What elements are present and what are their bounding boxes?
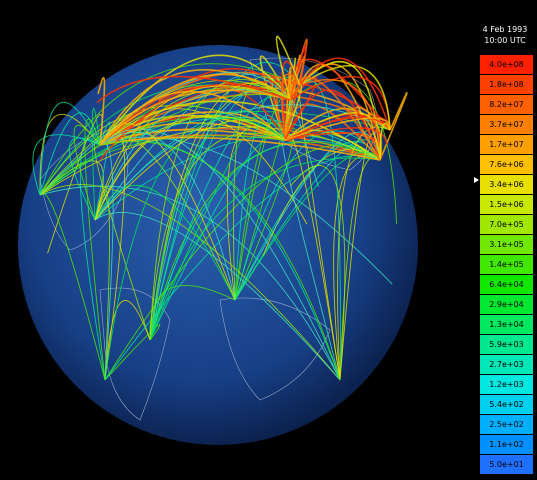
legend-item: 2.9e+04 bbox=[480, 295, 533, 314]
legend-item: 7.0e+05 bbox=[480, 215, 533, 234]
legend-item: 4.0e+08 bbox=[480, 55, 533, 74]
legend-item: 2.5e+02 bbox=[480, 415, 533, 434]
date-label: 4 Feb 1993 bbox=[482, 25, 528, 34]
legend-item: 5.9e+03 bbox=[480, 335, 533, 354]
arc bbox=[149, 118, 286, 341]
arc bbox=[94, 134, 381, 221]
legend-item: 1.5e+06 bbox=[480, 195, 533, 214]
arc bbox=[96, 75, 291, 104]
legend-item: 1.3e+04 bbox=[480, 315, 533, 334]
arc bbox=[284, 57, 297, 141]
arc bbox=[234, 151, 381, 301]
color-legend: 4.0e+08 1.8e+08 8.2e+07 3.7e+07 1.7e+07 7.6e+… bbox=[480, 55, 533, 475]
legend-item: 3.7e+07 bbox=[480, 115, 533, 134]
legend-item: 3.1e+05 bbox=[480, 235, 533, 254]
legend-item: 1.8e+08 bbox=[480, 75, 533, 94]
arc bbox=[39, 63, 301, 196]
arc bbox=[281, 73, 301, 141]
time-label: 10:00 UTC bbox=[484, 36, 526, 45]
arc bbox=[32, 134, 101, 196]
arc bbox=[234, 121, 286, 301]
legend-item: 1.7e+07 bbox=[480, 135, 533, 154]
arc bbox=[68, 137, 101, 221]
arc bbox=[289, 76, 381, 161]
arc bbox=[379, 122, 391, 161]
arc bbox=[284, 66, 292, 141]
arc bbox=[91, 108, 101, 221]
legend-item: 8.2e+07 bbox=[480, 95, 533, 114]
arc bbox=[99, 123, 236, 301]
legend-item: 1.4e+05 bbox=[480, 255, 533, 274]
arc bbox=[299, 65, 391, 131]
legend-item: 5.4e+02 bbox=[480, 395, 533, 414]
arc bbox=[149, 157, 381, 341]
arc bbox=[39, 126, 381, 196]
arc bbox=[337, 126, 391, 381]
arc bbox=[284, 89, 381, 161]
arc bbox=[84, 118, 106, 381]
traffic-arcs bbox=[32, 35, 408, 381]
arc bbox=[39, 80, 291, 196]
arc bbox=[99, 54, 291, 146]
arc bbox=[284, 103, 381, 161]
arc bbox=[94, 184, 236, 301]
arc bbox=[99, 141, 341, 381]
arc bbox=[339, 133, 381, 381]
legend-item: 3.4e+06 bbox=[480, 175, 533, 194]
arc bbox=[289, 57, 391, 131]
arc bbox=[275, 35, 301, 101]
legend-item: 5.0e+01 bbox=[480, 455, 533, 474]
arc bbox=[284, 117, 391, 141]
arc bbox=[149, 142, 381, 341]
legend-item: 7.6e+06 bbox=[480, 155, 533, 174]
arc bbox=[97, 77, 106, 146]
arc bbox=[73, 124, 101, 221]
legend-item: 6.4e+04 bbox=[480, 275, 533, 294]
arc bbox=[234, 114, 286, 301]
arc bbox=[149, 79, 291, 341]
arc bbox=[99, 127, 381, 161]
arc bbox=[94, 119, 286, 221]
arc bbox=[234, 130, 381, 301]
arc bbox=[94, 85, 291, 221]
arc bbox=[39, 101, 101, 196]
arc bbox=[104, 117, 286, 381]
arc bbox=[94, 212, 341, 381]
arc bbox=[99, 136, 381, 161]
arc bbox=[99, 89, 291, 146]
legend-pointer bbox=[474, 177, 479, 183]
legend-item: 2.7e+03 bbox=[480, 355, 533, 374]
arc bbox=[149, 132, 286, 341]
legend-item: 1.2e+03 bbox=[480, 375, 533, 394]
legend-item: 1.1e+02 bbox=[480, 435, 533, 454]
arc bbox=[379, 92, 408, 161]
arc bbox=[290, 165, 346, 381]
arc bbox=[99, 69, 291, 146]
arc bbox=[39, 184, 341, 381]
arc bbox=[233, 76, 291, 301]
arc bbox=[99, 67, 291, 146]
arc bbox=[104, 300, 151, 381]
arc bbox=[79, 138, 106, 381]
arc bbox=[99, 129, 286, 146]
arc bbox=[94, 141, 151, 341]
arc bbox=[39, 113, 101, 196]
arc bbox=[99, 140, 341, 381]
